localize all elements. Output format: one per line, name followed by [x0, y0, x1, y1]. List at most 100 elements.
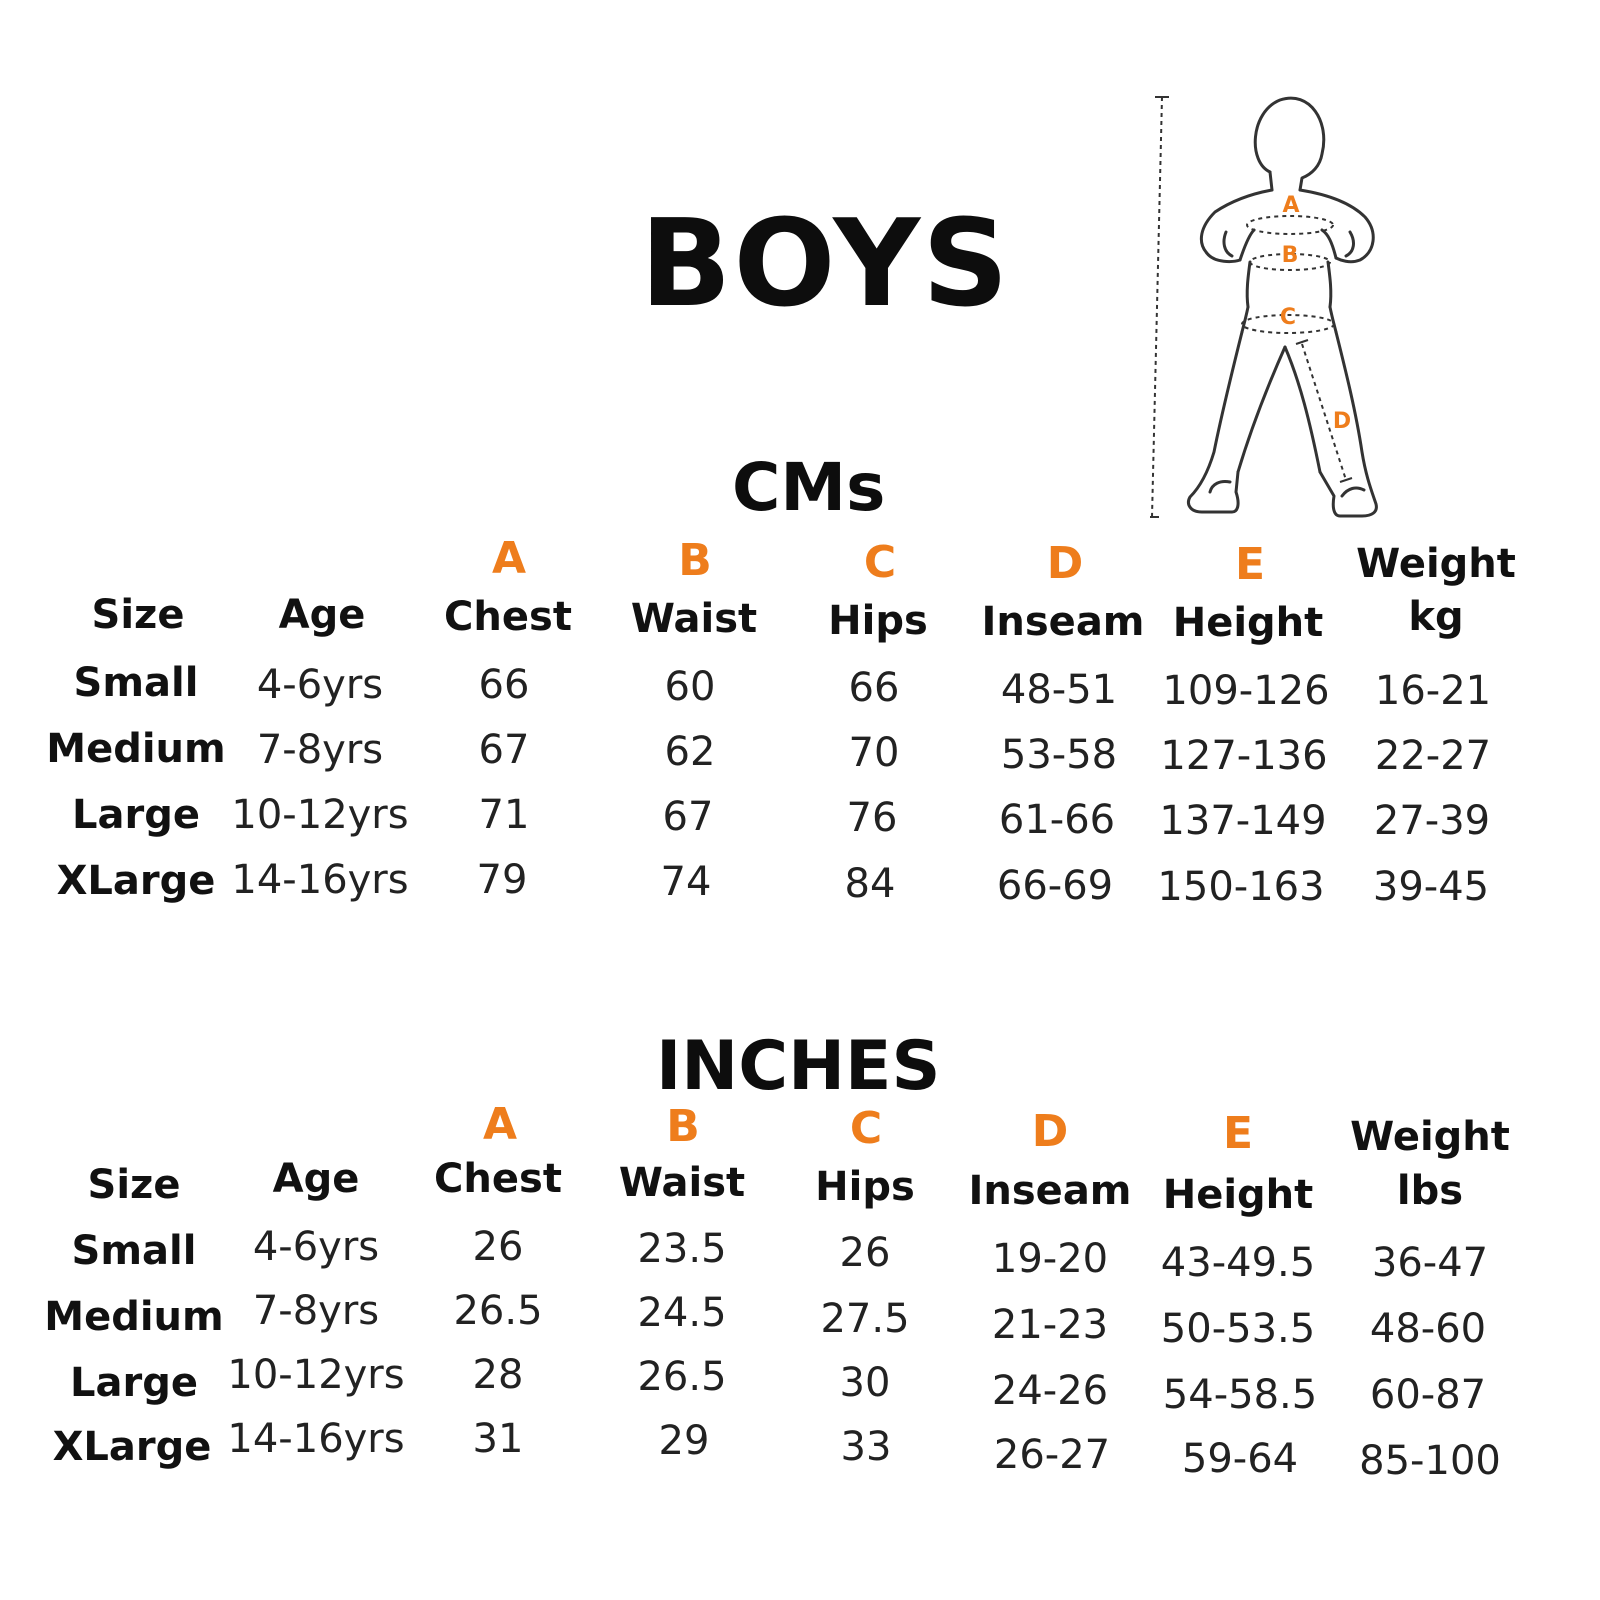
age-value: 4-6yrs — [256, 662, 384, 708]
body-measurement-figure: A B C D E — [1150, 96, 1378, 518]
hips-value: 84 — [844, 861, 896, 907]
cm-col-waist: Waist — [630, 596, 758, 642]
chest-value: 66 — [478, 662, 530, 708]
page-title: BOYS — [640, 195, 1011, 334]
age-value: 10-12yrs — [227, 1352, 405, 1398]
waist-value: 74 — [660, 859, 712, 905]
inseam-value: 21-23 — [991, 1302, 1109, 1348]
height-value: 109-126 — [1162, 668, 1330, 714]
figure-label-b: B — [1282, 243, 1299, 268]
age-value: 10-12yrs — [231, 792, 409, 838]
inseam-value: 53-58 — [1000, 732, 1118, 778]
size-label: XLarge — [56, 858, 216, 904]
size-label: Large — [70, 1360, 198, 1406]
weight-value: 85-100 — [1359, 1438, 1501, 1484]
height-value: 54-58.5 — [1162, 1372, 1318, 1418]
size-label: XLarge — [52, 1424, 212, 1470]
in-letter-hips: C — [849, 1103, 883, 1154]
chest-value: 26.5 — [453, 1288, 543, 1334]
waist-value: 29 — [658, 1418, 710, 1464]
hips-value: 26 — [839, 1230, 891, 1276]
inseam-value: 19-20 — [991, 1236, 1109, 1282]
size-label: Medium — [44, 1294, 224, 1340]
age-value: 14-16yrs — [227, 1416, 405, 1462]
in-col-hips: Hips — [815, 1164, 915, 1210]
age-value: 7-8yrs — [252, 1288, 380, 1334]
chest-value: 79 — [476, 857, 528, 903]
inseam-value: 66-69 — [996, 863, 1114, 909]
height-value: 127-136 — [1160, 733, 1328, 779]
waist-value: 23.5 — [637, 1226, 727, 1272]
waist-value: 60 — [664, 664, 716, 710]
cm-col-size: Size — [91, 592, 185, 638]
cm-col-chest: Chest — [444, 594, 572, 640]
hips-value: 70 — [848, 730, 900, 776]
figure-label-a: A — [1282, 193, 1299, 218]
chest-value: 31 — [472, 1416, 524, 1462]
waist-value: 67 — [662, 794, 714, 840]
weight-value: 16-21 — [1374, 668, 1492, 714]
in-col-weight: Weight — [1350, 1114, 1510, 1160]
age-value: 4-6yrs — [252, 1224, 380, 1270]
cm-letter-waist: B — [678, 535, 712, 586]
weight-value: 48-60 — [1369, 1306, 1487, 1352]
waist-value: 26.5 — [637, 1354, 727, 1400]
in-col-height: Height — [1162, 1172, 1314, 1218]
waist-value: 62 — [664, 729, 716, 775]
cm-col-weight-unit: kg — [1408, 594, 1464, 640]
chest-value: 28 — [472, 1352, 524, 1398]
in-col-inseam: Inseam — [968, 1168, 1132, 1214]
height-value: 137-149 — [1159, 798, 1327, 844]
weight-value: 22-27 — [1374, 733, 1492, 779]
inseam-value: 26-27 — [993, 1432, 1111, 1478]
height-value: 50-53.5 — [1160, 1306, 1316, 1352]
height-value: 59-64 — [1181, 1436, 1299, 1482]
in-col-size: Size — [87, 1162, 181, 1208]
chest-value: 67 — [478, 727, 530, 773]
cm-letter-chest: A — [491, 533, 527, 584]
in-col-weight-unit: lbs — [1396, 1168, 1464, 1214]
hips-value: 76 — [846, 795, 898, 841]
cm-heading: CMs — [732, 449, 886, 526]
height-value: 43-49.5 — [1160, 1240, 1316, 1286]
cm-letter-height: E — [1234, 539, 1266, 590]
size-label: Small — [73, 660, 199, 706]
height-value: 150-163 — [1157, 864, 1325, 910]
chest-value: 71 — [478, 792, 530, 838]
hips-value: 30 — [839, 1360, 891, 1406]
chest-value: 26 — [472, 1224, 524, 1270]
inches-heading: INCHES — [656, 1027, 941, 1106]
weight-value: 27-39 — [1373, 798, 1491, 844]
age-value: 14-16yrs — [231, 857, 409, 903]
cm-col-hips: Hips — [828, 598, 928, 644]
inseam-value: 48-51 — [1000, 667, 1118, 713]
cm-letter-hips: C — [863, 537, 897, 588]
inseam-value: 24-26 — [991, 1368, 1109, 1414]
weight-value: 36-47 — [1371, 1240, 1489, 1286]
inseam-value: 61-66 — [998, 797, 1116, 843]
hips-value: 33 — [840, 1424, 892, 1470]
hips-value: 66 — [848, 665, 900, 711]
in-col-age: Age — [272, 1156, 360, 1202]
size-label: Large — [72, 792, 200, 838]
weight-value: 60-87 — [1369, 1372, 1487, 1418]
in-letter-waist: B — [666, 1101, 700, 1152]
hips-value: 27.5 — [820, 1296, 910, 1342]
in-letter-inseam: D — [1031, 1106, 1069, 1157]
cm-letter-inseam: D — [1046, 538, 1084, 589]
cm-col-height: Height — [1172, 600, 1324, 646]
size-label: Small — [71, 1228, 197, 1274]
cm-col-inseam: Inseam — [981, 599, 1145, 645]
in-letter-height: E — [1222, 1108, 1254, 1159]
weight-value: 39-45 — [1372, 864, 1490, 910]
size-label: Medium — [46, 726, 226, 772]
in-letter-chest: A — [482, 1099, 518, 1150]
figure-label-d: D — [1333, 409, 1351, 434]
age-value: 7-8yrs — [256, 727, 384, 773]
figure-label-c: C — [1280, 305, 1296, 330]
in-col-waist: Waist — [618, 1160, 746, 1206]
waist-value: 24.5 — [637, 1290, 727, 1336]
cm-col-weight: Weight — [1356, 541, 1516, 587]
in-col-chest: Chest — [434, 1156, 562, 1202]
cm-col-age: Age — [278, 592, 366, 638]
